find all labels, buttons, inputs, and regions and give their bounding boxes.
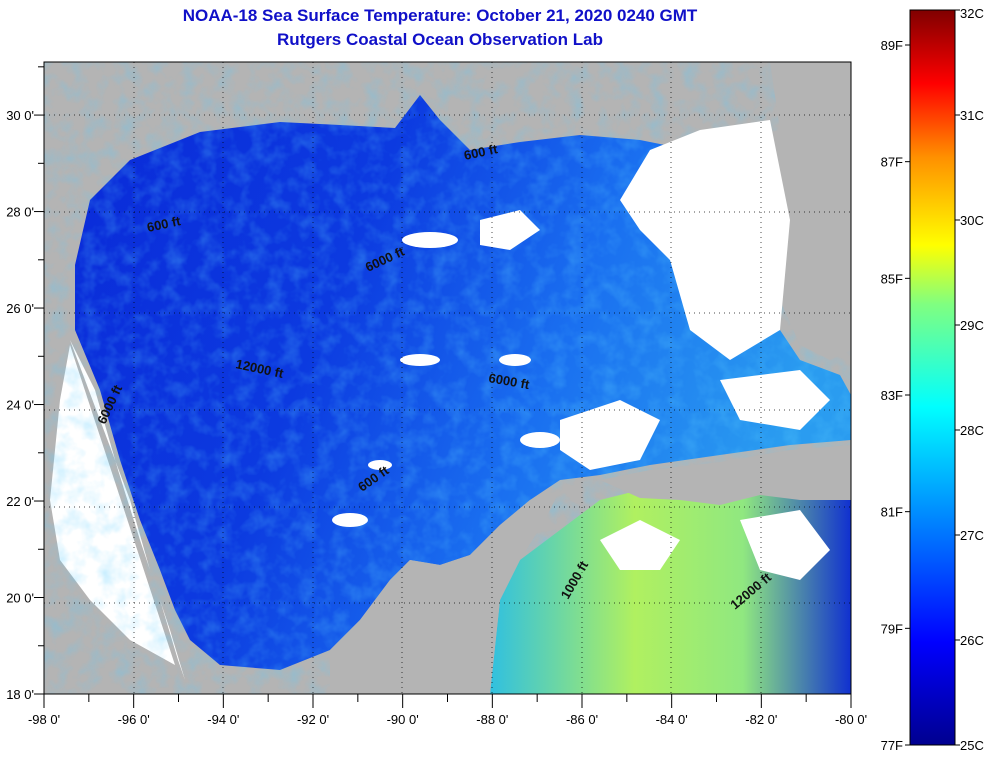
- y-tick-label: 20 0': [6, 591, 34, 606]
- contour-label: 6000 ft: [487, 370, 531, 392]
- celsius-label: 32C: [960, 6, 984, 21]
- x-tick-label: -96 0': [118, 712, 150, 727]
- contour-label: 600 ft: [463, 141, 500, 163]
- celsius-label: 28C: [960, 423, 984, 438]
- y-tick-label: 30 0': [6, 108, 34, 123]
- x-tick-label: -82 0': [745, 712, 777, 727]
- fahrenheit-label: 89F: [881, 38, 903, 53]
- x-tick-label: -84 0': [656, 712, 688, 727]
- x-tick-label: -92 0': [297, 712, 329, 727]
- fahrenheit-label: 85F: [881, 271, 903, 286]
- celsius-label: 25C: [960, 738, 984, 753]
- x-tick-label: -98 0': [28, 712, 60, 727]
- map-subtitle: Rutgers Coastal Ocean Observation Lab: [277, 30, 603, 49]
- y-axis-ticks: 30 0' 28 0' 26 0' 24 0' 22 0' 20 0' 18 0': [6, 66, 44, 702]
- x-tick-label: -88 0': [476, 712, 508, 727]
- no-data-region-west: [50, 340, 185, 680]
- x-tick-label: -86 0': [566, 712, 598, 727]
- y-tick-label: 26 0': [6, 301, 34, 316]
- celsius-label: 30C: [960, 213, 984, 228]
- celsius-label: 31C: [960, 108, 984, 123]
- celsius-label: 26C: [960, 633, 984, 648]
- x-tick-label: -80 0': [835, 712, 867, 727]
- x-tick-label: -90 0': [387, 712, 419, 727]
- map-title: NOAA-18 Sea Surface Temperature: October…: [182, 6, 698, 25]
- contour-label: 600 ft: [146, 213, 183, 235]
- y-tick-label: 22 0': [6, 494, 34, 509]
- colorbar-celsius-labels: 32C 31C 30C 29C 28C 27C 26C 25C: [955, 6, 984, 753]
- y-tick-label: 28 0': [6, 205, 34, 220]
- fahrenheit-label: 83F: [881, 388, 903, 403]
- cloud-patches: [332, 120, 830, 580]
- fahrenheit-label: 87F: [881, 155, 903, 170]
- x-tick-label: -94 0': [207, 712, 239, 727]
- y-tick-label: 18 0': [6, 687, 34, 702]
- celsius-label: 27C: [960, 528, 984, 543]
- colorbar-fahrenheit-labels: 89F 87F 85F 83F 81F 79F 77F: [881, 38, 910, 753]
- cuba: [600, 445, 851, 505]
- fahrenheit-label: 81F: [881, 505, 903, 520]
- yucatan: [330, 490, 560, 694]
- fahrenheit-label: 77F: [881, 738, 903, 753]
- grid-lines: [44, 62, 851, 694]
- colorbar: [909, 9, 956, 746]
- fahrenheit-label: 79F: [881, 621, 903, 636]
- y-tick-label: 24 0': [6, 398, 34, 413]
- celsius-label: 29C: [960, 318, 984, 333]
- x-axis-ticks: -98 0' -96 0' -94 0' -92 0' -90 0' -88 0' -86 …: [28, 694, 867, 727]
